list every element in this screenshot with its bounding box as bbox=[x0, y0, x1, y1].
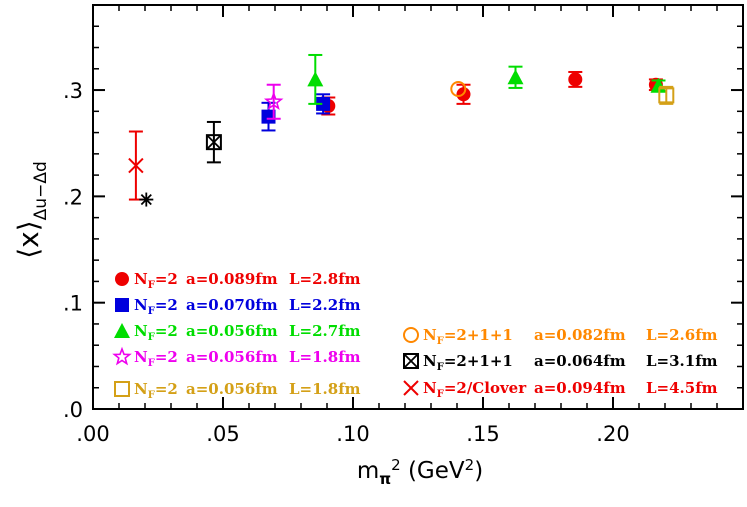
legend-lattice-spacing: a=0.089fm bbox=[186, 270, 278, 288]
legend-entry: NF=2 a=0.056fm L=1.8fm bbox=[114, 380, 361, 401]
series-group bbox=[261, 93, 331, 132]
marker-filled-triangle bbox=[307, 71, 324, 87]
series-group bbox=[139, 192, 154, 207]
legend-entry: NF=2/Clover a=0.094fm L=4.5fm bbox=[403, 379, 718, 400]
data-marks bbox=[128, 53, 675, 207]
marker-x-cross bbox=[128, 157, 144, 174]
marker-crossed-square bbox=[403, 353, 419, 369]
marker-open-circle bbox=[403, 327, 419, 343]
legend-label: NF=2 bbox=[134, 348, 178, 369]
series-group bbox=[307, 53, 667, 105]
legend-entry: NF=2+1+1 a=0.082fm L=2.6fm bbox=[403, 326, 718, 347]
legend-lattice-spacing: a=0.056fm bbox=[186, 322, 278, 340]
marker-filled-circle bbox=[568, 72, 583, 87]
marker-filled-triangle bbox=[114, 323, 130, 338]
series-group bbox=[321, 70, 663, 116]
legend-label: NF=2 bbox=[134, 322, 178, 343]
marker-filled-square bbox=[115, 298, 129, 312]
marker-filled-triangle bbox=[507, 69, 524, 85]
series-group bbox=[128, 130, 144, 201]
legend-label: NF=2 bbox=[134, 270, 178, 291]
series-group bbox=[205, 120, 222, 164]
x-tick-label: .15 bbox=[466, 422, 499, 446]
legend-entry: NF=2 a=0.056fm L=2.7fm bbox=[114, 322, 361, 343]
legend-label: NF=2+1+1 bbox=[423, 326, 513, 347]
legend-box-size: L=2.2fm bbox=[289, 296, 361, 314]
legend-lattice-spacing: a=0.094fm bbox=[534, 379, 626, 397]
legend-label: NF=2 bbox=[134, 380, 178, 401]
marker-filled-square bbox=[316, 96, 331, 111]
x-axis-title: mπ2 (GeV2) bbox=[357, 456, 483, 488]
marker-x-cross bbox=[403, 380, 419, 396]
axis-ticks: .00 .05 .10 .15 .20 .0 .1 .2 .3 bbox=[63, 5, 743, 446]
legend-box-size: L=2.7fm bbox=[289, 322, 361, 340]
x-tick-label: .10 bbox=[336, 422, 369, 446]
legend-box-size: L=4.5fm bbox=[646, 379, 718, 397]
legend-box-size: L=2.6fm bbox=[646, 326, 718, 344]
marker-star bbox=[112, 346, 132, 366]
series-group bbox=[450, 80, 467, 97]
legend-lattice-spacing: a=0.056fm bbox=[186, 348, 278, 366]
y-tick-label: .3 bbox=[63, 79, 83, 103]
y-tick-label: .0 bbox=[63, 398, 83, 422]
marker-open-square bbox=[658, 87, 675, 104]
x-tick-label: .20 bbox=[596, 422, 629, 446]
marker-open-square bbox=[114, 381, 130, 397]
marker-filled-square bbox=[261, 109, 276, 124]
legend-lattice-spacing: a=0.064fm bbox=[534, 352, 626, 370]
legend-box-size: L=3.1fm bbox=[646, 352, 718, 370]
plot-frame bbox=[92, 4, 744, 410]
series-group bbox=[658, 85, 675, 105]
legend-entry: NF=2+1+1 a=0.064fm L=3.1fm bbox=[403, 352, 718, 373]
legend: NF=2 a=0.089fm L=2.8fm NF=2 a=0.070fm L=2.2fm… bbox=[112, 270, 718, 401]
legend-label: NF=2 bbox=[134, 296, 178, 317]
legend-entry: NF=2 a=0.070fm L=2.2fm bbox=[115, 296, 361, 317]
x-tick-label: .00 bbox=[76, 422, 109, 446]
marker-crossed-square bbox=[205, 134, 222, 151]
legend-lattice-spacing: a=0.082fm bbox=[534, 326, 626, 344]
series-group bbox=[263, 83, 284, 120]
y-tick-label: .2 bbox=[63, 185, 83, 209]
marker-open-circle bbox=[450, 80, 467, 97]
legend-lattice-spacing: a=0.056fm bbox=[186, 380, 278, 398]
x-tick-label: .05 bbox=[206, 422, 239, 446]
y-tick-label: .1 bbox=[63, 292, 83, 316]
legend-lattice-spacing: a=0.070fm bbox=[186, 296, 278, 314]
legend-box-size: L=1.8fm bbox=[289, 348, 361, 366]
marker-star bbox=[263, 91, 284, 111]
y-axis-title: ⟨x⟩Δu−Δd bbox=[12, 161, 51, 259]
marker-asterisk bbox=[139, 192, 154, 207]
legend-label: NF=2/Clover bbox=[423, 379, 527, 400]
legend-box-size: L=1.8fm bbox=[289, 380, 361, 398]
legend-box-size: L=2.8fm bbox=[289, 270, 361, 288]
legend-entry: NF=2 a=0.089fm L=2.8fm bbox=[115, 270, 361, 291]
legend-label: NF=2+1+1 bbox=[423, 352, 513, 373]
marker-filled-circle bbox=[115, 272, 129, 286]
legend-entry: NF=2 a=0.056fm L=1.8fm bbox=[112, 346, 361, 369]
